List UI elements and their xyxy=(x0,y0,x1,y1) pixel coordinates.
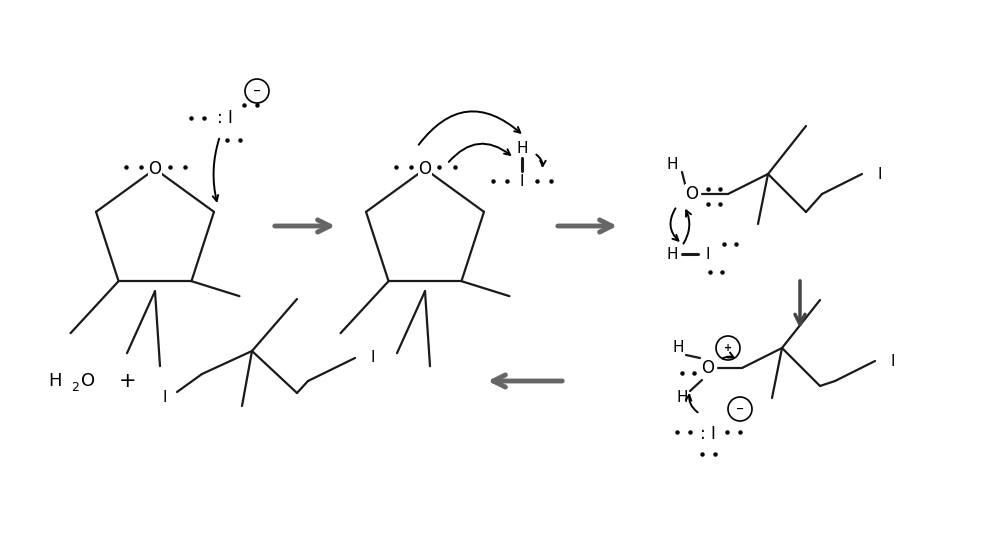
Text: O: O xyxy=(686,185,698,203)
Text: : I: : I xyxy=(217,109,233,127)
Text: I: I xyxy=(163,391,167,406)
Text: : I: : I xyxy=(700,425,716,443)
Text: +: + xyxy=(724,343,732,353)
Text: O: O xyxy=(148,160,162,178)
Text: I: I xyxy=(878,167,882,182)
Text: I: I xyxy=(520,174,524,189)
Text: H: H xyxy=(666,157,678,172)
Text: I: I xyxy=(891,354,895,369)
Text: O: O xyxy=(81,372,95,390)
Text: I: I xyxy=(706,247,710,262)
Text: H: H xyxy=(48,372,62,390)
Text: O: O xyxy=(418,160,432,178)
Text: −: − xyxy=(736,404,744,414)
Text: 2: 2 xyxy=(71,381,79,394)
Text: H: H xyxy=(672,340,684,355)
Text: O: O xyxy=(702,359,714,377)
Text: H: H xyxy=(676,391,688,406)
Text: I: I xyxy=(371,351,375,366)
Text: +: + xyxy=(119,371,137,391)
Text: H: H xyxy=(516,140,528,155)
Text: H: H xyxy=(666,247,678,262)
Text: −: − xyxy=(253,86,261,96)
